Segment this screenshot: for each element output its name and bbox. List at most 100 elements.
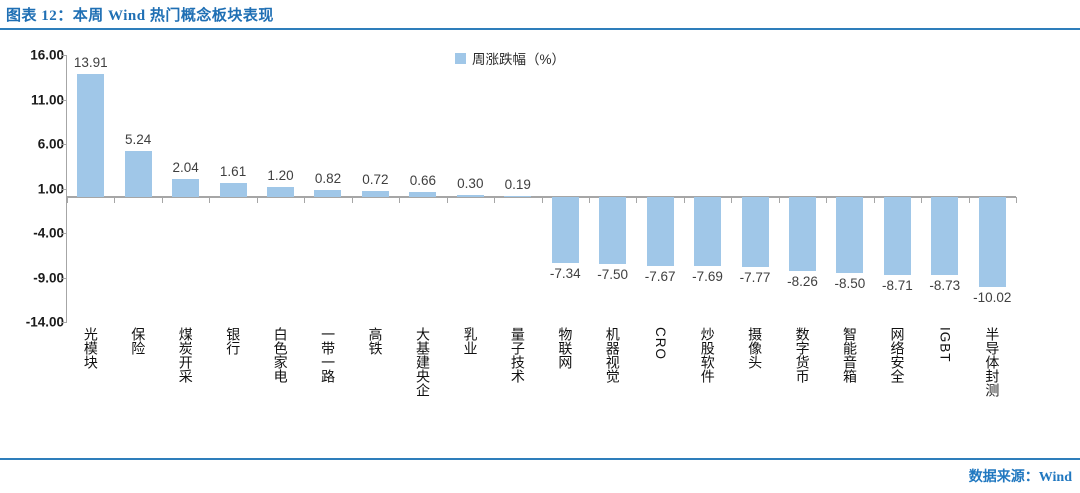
x-axis-category-label: 智能音箱: [842, 327, 859, 383]
bar-value-label: -8.73: [929, 278, 961, 294]
x-axis-category-label: 煤炭开采: [177, 327, 194, 383]
y-axis-tick-mark: [61, 99, 67, 101]
x-axis-tick-mark: [636, 197, 638, 203]
x-axis-category-label: 机器视觉: [604, 327, 621, 383]
x-axis-tick-mark: [256, 197, 258, 203]
bar: [361, 190, 389, 198]
x-axis-category-label: 大基建央企: [415, 327, 432, 397]
x-axis-tick-mark: [209, 197, 211, 203]
bar: [219, 183, 247, 198]
y-axis-tick-mark: [61, 188, 67, 190]
x-axis-category-label: 一带一路: [320, 327, 337, 383]
bar-value-label: 0.66: [409, 172, 437, 188]
bar-value-label: 5.24: [125, 131, 152, 147]
x-axis-tick-mark: [446, 197, 448, 203]
x-axis-tick-mark: [968, 197, 970, 203]
bar-value-label: 0.19: [504, 176, 531, 192]
bar: [504, 195, 532, 198]
x-axis-category-label: 白色家电: [272, 327, 289, 383]
bar: [741, 197, 769, 267]
bar: [314, 190, 342, 198]
bar-value-label: -10.02: [973, 289, 1012, 305]
x-axis-category-label: 炒股软件: [699, 327, 716, 383]
x-axis-category-label: 半导体封测: [984, 327, 1001, 397]
bar-value-label: -8.71: [881, 277, 913, 293]
x-axis-category-labels: 光模块 保险 煤炭开采 银行 白色家电 一带一路 高铁 大基建央企 乳业 量子技术 物联网 机器视觉 C…: [67, 327, 1016, 445]
bar: [883, 197, 911, 275]
x-axis-category-label: CRO: [653, 327, 669, 360]
y-axis-tick-label: -4.00: [33, 225, 64, 241]
y-axis-tick-label: -14.00: [25, 314, 64, 330]
bar: [978, 197, 1006, 287]
bar-value-label: -7.77: [739, 269, 771, 285]
bar-chart: 16.00 11.00 6.00 1.00 -4.00 -9.00 -14.00 周涨跌幅（…: [0, 30, 1080, 445]
bar: [788, 197, 816, 271]
y-axis-tick-mark: [61, 322, 67, 323]
x-axis-tick-mark: [683, 197, 685, 203]
data-source-note: 数据来源：Wind: [968, 470, 1072, 485]
x-axis-tick-mark: [731, 197, 733, 203]
x-axis-tick-mark: [921, 197, 923, 203]
x-axis-tick-mark: [399, 197, 401, 203]
y-axis: 16.00 11.00 6.00 1.00 -4.00 -9.00 -14.00: [0, 30, 64, 445]
bar-value-label: -7.67: [644, 268, 676, 284]
bar: [77, 73, 105, 198]
x-axis-category-label: IGBT: [937, 327, 953, 363]
bar: [551, 197, 579, 263]
y-axis-tick-label: 1.00: [37, 181, 64, 196]
chart-legend: 周涨跌幅（%）: [455, 48, 565, 68]
legend-swatch-icon: [455, 52, 466, 64]
bar-value-label: 1.20: [267, 167, 294, 183]
x-axis-category-label: 乳业: [462, 327, 479, 355]
y-axis-tick-label: 6.00: [37, 136, 64, 152]
bar: [456, 194, 484, 198]
x-axis-tick-mark: [351, 197, 353, 203]
x-axis-category-label: 物联网: [557, 327, 574, 369]
bar: [599, 197, 627, 265]
x-axis-category-label: 摄像头: [747, 327, 764, 369]
x-axis-category-label: 网络安全: [889, 327, 906, 383]
bar-value-label: 1.61: [219, 164, 247, 180]
plot-area: 13.91 5.24 2.04 1.61 1.20 0.82 0.72 0.66 0.30 0.1…: [67, 55, 1016, 322]
bar: [646, 197, 674, 266]
bar-value-label: -7.69: [692, 268, 723, 284]
y-axis-tick-mark: [61, 144, 67, 145]
bar-value-label: 0.72: [362, 171, 389, 187]
bar: [694, 197, 722, 266]
header-divider: [0, 28, 1080, 30]
bar-value-label: 13.91: [73, 54, 108, 70]
x-axis-tick-mark: [541, 197, 543, 203]
x-axis-tick-mark: [1016, 197, 1017, 203]
x-axis-tick-mark: [588, 197, 590, 203]
x-axis-category-label: 高铁: [367, 327, 384, 355]
bar-value-label: -8.26: [787, 273, 818, 289]
y-axis-tick-label: -9.00: [33, 270, 64, 285]
bar-value-label: -7.50: [597, 267, 629, 283]
bar: [172, 179, 200, 198]
bar-value-label: 0.30: [457, 175, 484, 191]
x-axis-zero-line: [66, 196, 1016, 198]
bar: [124, 150, 152, 198]
x-axis-tick-mark: [304, 197, 306, 203]
bar: [409, 191, 437, 198]
y-axis-tick-label: 11.00: [30, 92, 64, 107]
bar-value-label: -7.34: [549, 265, 581, 281]
bar: [836, 197, 864, 274]
x-axis-category-label: 保险: [130, 327, 147, 355]
bar: [267, 186, 295, 198]
footer-divider: [0, 458, 1080, 460]
x-axis-category-label: 光模块: [82, 327, 99, 369]
x-axis-tick-mark: [873, 197, 875, 203]
x-axis-tick-mark: [114, 197, 116, 203]
x-axis-tick-mark: [161, 197, 163, 203]
x-axis-tick-mark: [826, 197, 828, 203]
bar: [931, 197, 959, 276]
page-title: 图表 12：本周 Wind 热门概念板块表现: [6, 8, 274, 24]
x-axis-category-label: 数字货币: [794, 327, 811, 383]
bar-value-label: 2.04: [172, 160, 199, 176]
x-axis-tick-mark: [494, 197, 496, 203]
legend-label: 周涨跌幅（%）: [472, 52, 566, 67]
x-axis-category-label: 量子技术: [509, 327, 526, 383]
figure-header: 图表 12：本周 Wind 热门概念板块表现: [0, 0, 1080, 30]
y-axis-tick-mark: [61, 233, 67, 234]
